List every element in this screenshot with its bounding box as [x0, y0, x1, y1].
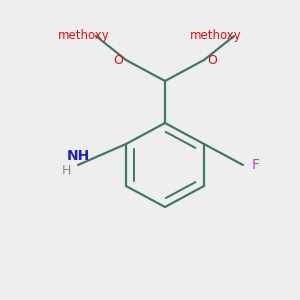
Text: NH: NH	[66, 149, 90, 163]
Text: O: O	[207, 53, 217, 67]
Text: methoxy: methoxy	[58, 29, 110, 43]
Text: H: H	[61, 164, 71, 178]
Text: methoxy: methoxy	[190, 29, 242, 43]
Text: F: F	[252, 158, 260, 172]
Text: O: O	[113, 53, 123, 67]
